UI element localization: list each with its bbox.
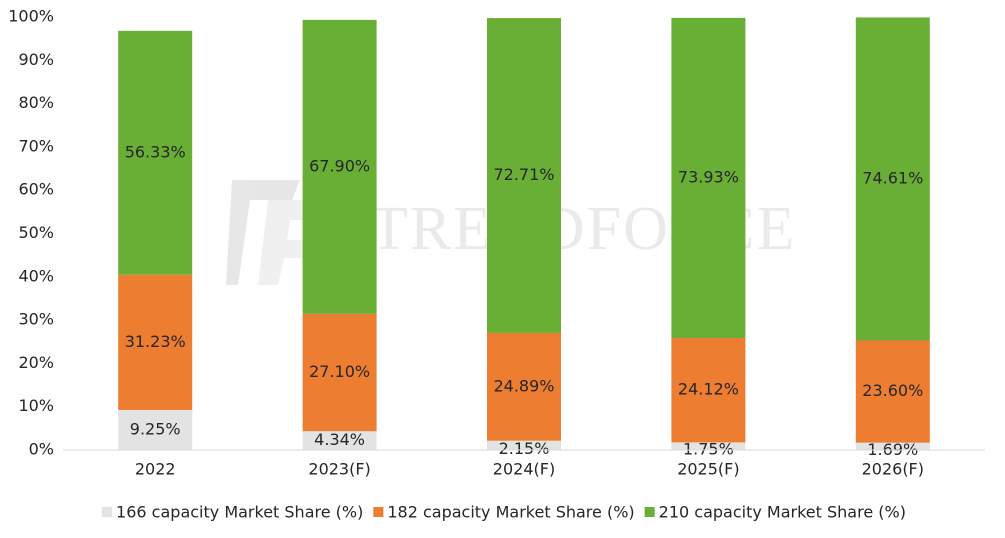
x-tick-label: 2026(F) [862, 460, 924, 479]
y-tick-label: 40% [18, 266, 54, 285]
data-label: 31.23% [125, 332, 186, 351]
data-label: 9.25% [130, 419, 181, 438]
data-label: 72.71% [493, 165, 554, 184]
data-label: 74.61% [862, 168, 923, 187]
bar-segment [855, 17, 930, 341]
legend-label: 182 capacity Market Share (%) [387, 503, 634, 522]
y-tick-label: 20% [18, 353, 54, 372]
bar-segment [487, 332, 561, 441]
bar-segment [487, 440, 561, 450]
bar-segment [118, 274, 193, 410]
data-label: 1.69% [867, 440, 918, 459]
data-label: 4.34% [314, 430, 365, 449]
y-tick-label: 30% [18, 310, 54, 329]
bar-segment [302, 431, 377, 450]
bar-segment [671, 337, 746, 443]
legend-swatch [644, 507, 655, 517]
x-tick-label: 2024(F) [493, 460, 555, 479]
watermark-logo [258, 200, 340, 285]
data-label: 56.33% [125, 142, 186, 161]
data-label: 24.89% [493, 376, 554, 395]
bar-segment [855, 442, 930, 450]
bar-segment [671, 17, 746, 338]
data-label: 73.93% [678, 167, 739, 186]
bar-segment [671, 442, 746, 450]
y-tick-label: 90% [18, 50, 54, 69]
watermark [226, 180, 340, 285]
legend-swatch [102, 507, 113, 517]
y-tick-label: 50% [18, 223, 54, 242]
y-tick-label: 70% [18, 136, 54, 155]
bar-segment [855, 340, 930, 443]
data-label: 23.60% [862, 381, 923, 400]
y-tick-label: 10% [18, 396, 54, 415]
data-label: 27.10% [309, 362, 370, 381]
data-label: 24.12% [678, 380, 739, 399]
bar-segment [118, 30, 193, 275]
x-tick-label: 2023(F) [308, 460, 370, 479]
x-tick-label: 2022 [135, 460, 176, 479]
bar-segment [118, 409, 193, 450]
bar-segment [302, 313, 377, 432]
y-tick-label: 60% [18, 180, 54, 199]
legend-swatch [373, 507, 384, 517]
y-tick-label: 0% [29, 440, 54, 459]
bar-segment [487, 18, 561, 333]
data-label: 2.15% [499, 439, 550, 458]
legend-label: 210 capacity Market Share (%) [659, 503, 906, 522]
bar-segment [302, 19, 377, 314]
legend: 166 capacity Market Share (%) 182 capacit… [102, 503, 906, 522]
data-label: 67.90% [309, 156, 370, 175]
x-tick-label: 2025(F) [677, 460, 739, 479]
data-label: 1.75% [683, 440, 734, 459]
legend-label: 166 capacity Market Share (%) [116, 503, 363, 522]
y-tick-label: 80% [18, 93, 54, 112]
y-tick-label: 100% [8, 7, 54, 26]
watermark-logo [226, 180, 300, 285]
